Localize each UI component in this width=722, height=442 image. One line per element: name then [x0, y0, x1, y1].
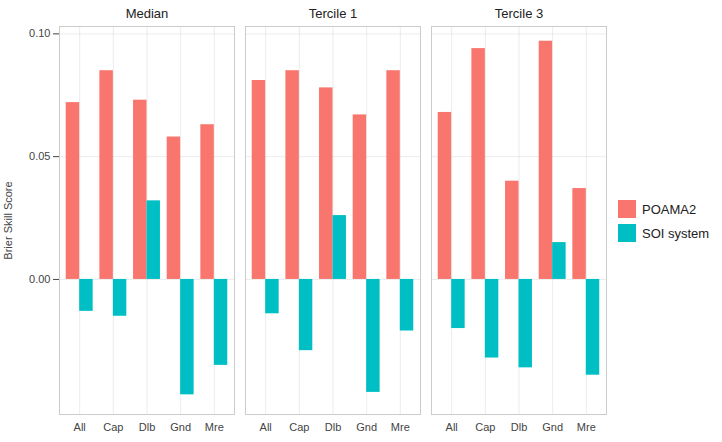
svg-text:Cap: Cap — [103, 421, 123, 433]
svg-text:Tercile 3: Tercile 3 — [495, 6, 543, 21]
svg-text:Mre: Mre — [577, 421, 596, 433]
svg-text:Dlb: Dlb — [511, 421, 528, 433]
svg-text:Cap: Cap — [475, 421, 495, 433]
svg-text:All: All — [260, 421, 272, 433]
svg-text:0.00: 0.00 — [29, 273, 50, 285]
svg-text:Cap: Cap — [289, 421, 309, 433]
svg-text:Median: Median — [126, 6, 169, 21]
svg-text:Gnd: Gnd — [542, 421, 563, 433]
svg-text:Gnd: Gnd — [356, 421, 377, 433]
svg-text:0.05: 0.05 — [29, 150, 50, 162]
html-text:SOI system: SOI system — [642, 225, 710, 241]
svg-text:All: All — [446, 421, 458, 433]
svg-text:Mre: Mre — [391, 421, 410, 433]
svg-text:Dlb: Dlb — [325, 421, 342, 433]
svg-text:0.10: 0.10 — [29, 27, 50, 39]
svg-text:Gnd: Gnd — [170, 421, 191, 433]
svg-text:Tercile 1: Tercile 1 — [309, 6, 357, 21]
svg-text:Brier Skill Score: Brier Skill Score — [2, 181, 14, 259]
html-text:POAMA2: POAMA2 — [642, 201, 697, 217]
svg-text:All: All — [74, 421, 86, 433]
svg-text:Mre: Mre — [205, 421, 224, 433]
svg-text:Dlb: Dlb — [139, 421, 156, 433]
